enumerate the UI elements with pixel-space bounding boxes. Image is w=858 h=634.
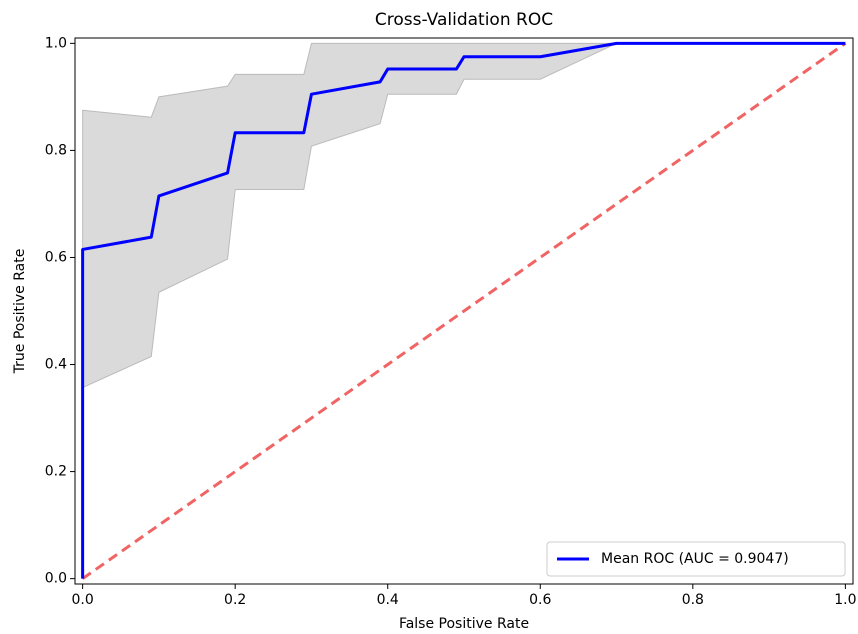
roc-line <box>81 41 846 579</box>
x-tick-label: 0.2 <box>224 592 246 608</box>
y-axis-label: True Positive Rate <box>12 249 28 375</box>
x-tick-label: 0.4 <box>377 592 399 608</box>
x-tick-label: 0.6 <box>529 592 551 608</box>
chance-line <box>81 42 847 580</box>
legend: Mean ROC (AUC = 0.9047) <box>546 541 846 577</box>
x-axis-label: False Positive Rate <box>399 616 529 632</box>
y-tick-label: 0.8 <box>45 142 67 158</box>
y-tick-label: 0.0 <box>45 571 67 587</box>
x-tick-label: 0.0 <box>71 592 93 608</box>
y-tick-label: 0.2 <box>45 464 67 480</box>
chart-title: Cross-Validation ROC <box>375 10 553 30</box>
confidence-band <box>82 42 846 389</box>
y-tick-label: 1.0 <box>45 35 67 51</box>
y-tick-label: 0.4 <box>45 357 67 373</box>
y-tick-label: 0.6 <box>45 249 67 265</box>
legend-label: Mean ROC (AUC = 0.9047) <box>601 551 789 567</box>
x-tick-label: 0.8 <box>682 592 704 608</box>
legend-box <box>546 541 846 577</box>
plot-frame <box>74 37 854 585</box>
x-tick-label: 1.0 <box>834 592 856 608</box>
